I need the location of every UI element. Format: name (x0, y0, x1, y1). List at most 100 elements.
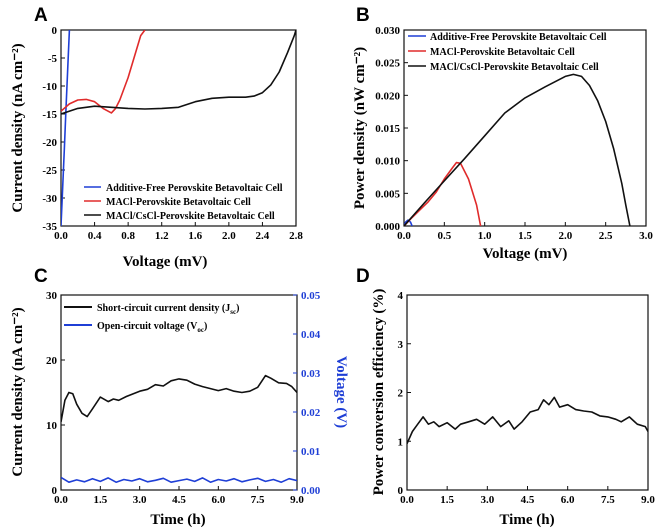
x-tick-label: 1.6 (188, 230, 202, 242)
x-tick-label: 1.5 (440, 494, 454, 506)
y-tick-label: 0.000 (375, 221, 400, 233)
y-tick-label: 2 (398, 388, 404, 400)
y-tick-label: 10 (46, 420, 58, 432)
x-tick-label: 9.0 (290, 494, 304, 506)
y2-tick-label: 0.01 (301, 446, 320, 458)
y-tick-label: 0 (398, 485, 404, 497)
y-tick-label: 0 (52, 485, 58, 497)
y2-tick-label: 0.03 (301, 368, 321, 380)
series-line-d-0 (407, 396, 648, 445)
x-tick-label: 1.0 (478, 230, 492, 242)
y-tick-label: -5 (48, 53, 58, 65)
x-tick-label: 0.5 (437, 230, 451, 242)
y2-tick-label: 0.04 (301, 329, 321, 341)
x-tick-label: 6.0 (561, 494, 575, 506)
x-tick-label: 2.0 (222, 230, 236, 242)
series-line-b-0 (404, 219, 413, 226)
plot-a: 0.0 0.4 0.8 1.2 1.6 2.0 2.4 2.8 0 -5 -10 -15 -20 -25 -… (42, 25, 303, 242)
y-tick-label: -15 (42, 109, 57, 121)
legend-a-item-2: MACl/CsCl-Perovskite Betavoltaic Cell (106, 211, 275, 222)
x-tick-label: 7.5 (601, 494, 615, 506)
y-tick-label: 4 (398, 290, 404, 302)
x-tick-label: 6.0 (211, 494, 225, 506)
y2-tick-label: 0.05 (301, 290, 321, 302)
xlabel-d: Time (h) (499, 512, 554, 528)
legend-b-item-0: Additive-Free Perovskite Betavoltaic Cel… (430, 32, 607, 43)
x-tick-label: 3.0 (133, 494, 147, 506)
y-tick-label: 0.010 (375, 156, 400, 168)
legend-a (84, 186, 101, 216)
legend-c-item-1: Open-circuit voltage (Voc) (97, 321, 207, 334)
series-line-b-2 (404, 73, 631, 226)
legend-b (408, 35, 426, 67)
ylabel-b: Power density (nW cm⁻²) (352, 47, 368, 209)
x-tick-label: 0.0 (400, 494, 414, 506)
legend-b-item-2: MACl/CsCl-Perovskite Betavoltaic Cell (430, 62, 599, 73)
x-tick-label: 3.0 (639, 230, 653, 242)
xlabel-c: Time (h) (150, 512, 205, 528)
y-tick-label: 1 (398, 436, 404, 448)
x-tick-label: 3.0 (480, 494, 494, 506)
ylabel-c: Current density (nA cm⁻²) (10, 307, 26, 476)
y-tick-label: 0.025 (375, 58, 400, 70)
x-tick-label: 7.5 (251, 494, 265, 506)
y-tick-label: 3 (398, 339, 404, 351)
y-tick-label: -10 (42, 81, 57, 93)
plot-b: 0.0 0.5 1.0 1.5 2.0 2.5 3.0 0.000 0.005 0.010 0.01… (375, 25, 653, 242)
ylabel-right-c: Voltage (V) (333, 356, 349, 428)
x-tick-label: 0.0 (54, 494, 68, 506)
y-tick-label: 0.015 (375, 123, 400, 135)
legend-a-item-0: Additive-Free Perovskite Betavoltaic Cel… (106, 183, 283, 194)
y-tick-label: 0.005 (375, 188, 400, 200)
legend-c-item-0: Short-circuit current density (Jsc) (97, 303, 239, 316)
plot-d: 0.0 1.5 3.0 4.5 6.0 7.5 9.0 0 1 2 3 4 (398, 290, 656, 506)
x-tick-label: 1.5 (93, 494, 107, 506)
x-tick-label: 0.4 (88, 230, 102, 242)
panel-label-c: C (34, 266, 48, 287)
panel-label-b: B (356, 5, 370, 26)
y2-tick-label: 0.02 (301, 407, 321, 419)
x-tick-label: 9.0 (641, 494, 655, 506)
x-tick-label: 1.5 (518, 230, 532, 242)
x-tick-label: 1.2 (155, 230, 169, 242)
series-line-a-2 (61, 30, 296, 115)
y-tick-label: -30 (42, 193, 57, 205)
plot-frame-b (403, 29, 647, 227)
x-tick-label: 2.8 (289, 230, 303, 242)
y-tick-label: 20 (46, 355, 58, 367)
ylabel-d: Power conversion efficiency (%) (371, 289, 387, 496)
legend-c (64, 306, 92, 326)
y-tick-label: 30 (46, 290, 58, 302)
plot-frame-a (60, 29, 297, 227)
x-tick-label: 4.5 (172, 494, 186, 506)
y-tick-label: 0.020 (375, 90, 400, 102)
x-tick-label: 0.8 (121, 230, 135, 242)
y-tick-label: -35 (42, 221, 57, 233)
x-tick-label: 0.0 (54, 230, 68, 242)
x-tick-label: 0.0 (397, 230, 411, 242)
legend-b-item-1: MACl-Perovskite Betavoltaic Cell (430, 47, 575, 58)
plot-c: 0.0 1.5 3.0 4.5 6.0 7.5 9.0 0 10 20 30 0.00 0.01 0.02… (46, 290, 321, 506)
ylabel-a: Current density (nA cm⁻²) (10, 43, 26, 212)
plot-frame-d (406, 294, 649, 491)
y-tick-label: 0 (52, 25, 58, 37)
series-line-a-0 (61, 30, 71, 226)
x-tick-label: 2.5 (599, 230, 613, 242)
panel-label-d: D (356, 266, 370, 287)
y-tick-label: 0.030 (375, 25, 400, 37)
legend-a-item-1: MACl-Perovskite Betavoltaic Cell (106, 197, 251, 208)
xlabel-a: Voltage (mV) (123, 254, 208, 270)
xlabel-b: Voltage (mV) (483, 246, 568, 262)
y-tick-label: -20 (42, 137, 57, 149)
panel-label-a: A (34, 5, 48, 26)
x-tick-label: 4.5 (521, 494, 535, 506)
series-line-c-1 (61, 476, 297, 484)
series-line-c-0 (61, 374, 297, 422)
y-tick-label: -25 (42, 165, 57, 177)
x-tick-label: 2.0 (558, 230, 572, 242)
x-tick-label: 2.4 (256, 230, 270, 242)
series-line-a-1 (61, 30, 146, 114)
y2-tick-label: 0.00 (301, 485, 321, 497)
series-line-b-1 (404, 161, 482, 226)
